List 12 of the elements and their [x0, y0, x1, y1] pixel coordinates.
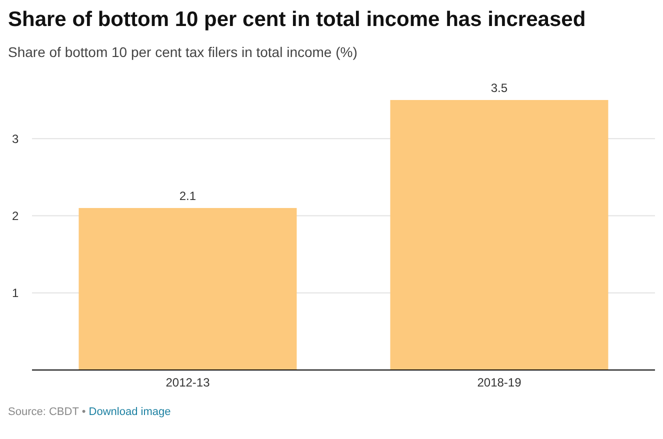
data-label: 3.5: [490, 81, 508, 95]
text: •: [82, 406, 86, 418]
y-tick-label: 1: [12, 286, 19, 300]
chart-title: Share of bottom 10 per cent in total income has increased: [8, 8, 587, 32]
chart-subtitle: Share of bottom 10 per cent tax filers in total income (%): [8, 44, 358, 60]
source-note: Source: CBDT: [8, 406, 79, 418]
data-label: 2.1: [179, 189, 196, 203]
y-tick-label: 3: [12, 132, 19, 146]
text: Download image: [88, 406, 171, 418]
y-tick-label: 2: [12, 208, 19, 223]
x-tick-label: 2018-19: [477, 376, 522, 390]
x-tick-label: 2012-13: [166, 376, 210, 390]
